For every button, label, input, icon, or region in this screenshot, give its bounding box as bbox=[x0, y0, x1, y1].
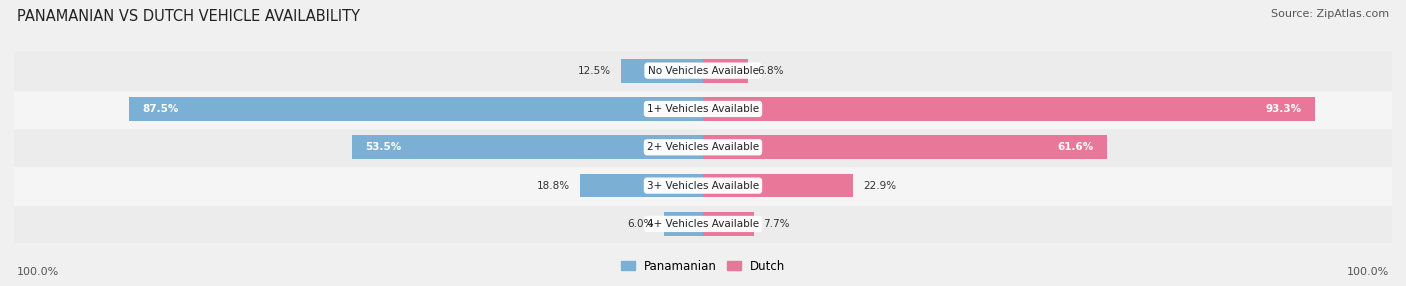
Legend: Panamanian, Dutch: Panamanian, Dutch bbox=[616, 255, 790, 277]
Bar bbox=[703, 97, 1315, 121]
Text: PANAMANIAN VS DUTCH VEHICLE AVAILABILITY: PANAMANIAN VS DUTCH VEHICLE AVAILABILITY bbox=[17, 9, 360, 23]
Bar bbox=[703, 174, 853, 198]
Text: 2+ Vehicles Available: 2+ Vehicles Available bbox=[647, 142, 759, 152]
Bar bbox=[664, 212, 703, 236]
Bar bbox=[352, 135, 703, 159]
Bar bbox=[703, 59, 748, 83]
Text: 87.5%: 87.5% bbox=[142, 104, 179, 114]
Text: 6.0%: 6.0% bbox=[627, 219, 654, 229]
Text: 3+ Vehicles Available: 3+ Vehicles Available bbox=[647, 181, 759, 190]
Text: 93.3%: 93.3% bbox=[1265, 104, 1302, 114]
Text: 18.8%: 18.8% bbox=[537, 181, 569, 190]
Bar bbox=[14, 166, 1392, 205]
Text: No Vehicles Available: No Vehicles Available bbox=[648, 66, 758, 76]
Text: 100.0%: 100.0% bbox=[1347, 267, 1389, 277]
Bar bbox=[129, 97, 703, 121]
Bar bbox=[14, 205, 1392, 243]
Bar bbox=[14, 51, 1392, 90]
Bar bbox=[14, 90, 1392, 128]
Text: 100.0%: 100.0% bbox=[17, 267, 59, 277]
Text: 53.5%: 53.5% bbox=[366, 142, 401, 152]
Text: 1+ Vehicles Available: 1+ Vehicles Available bbox=[647, 104, 759, 114]
Bar bbox=[621, 59, 703, 83]
Bar bbox=[703, 212, 754, 236]
Text: 12.5%: 12.5% bbox=[578, 66, 612, 76]
Text: Source: ZipAtlas.com: Source: ZipAtlas.com bbox=[1271, 9, 1389, 19]
Text: 6.8%: 6.8% bbox=[758, 66, 785, 76]
Text: 7.7%: 7.7% bbox=[763, 219, 790, 229]
Text: 61.6%: 61.6% bbox=[1057, 142, 1094, 152]
Bar bbox=[14, 128, 1392, 166]
Text: 22.9%: 22.9% bbox=[863, 181, 896, 190]
Bar bbox=[579, 174, 703, 198]
Text: 4+ Vehicles Available: 4+ Vehicles Available bbox=[647, 219, 759, 229]
Bar bbox=[703, 135, 1107, 159]
